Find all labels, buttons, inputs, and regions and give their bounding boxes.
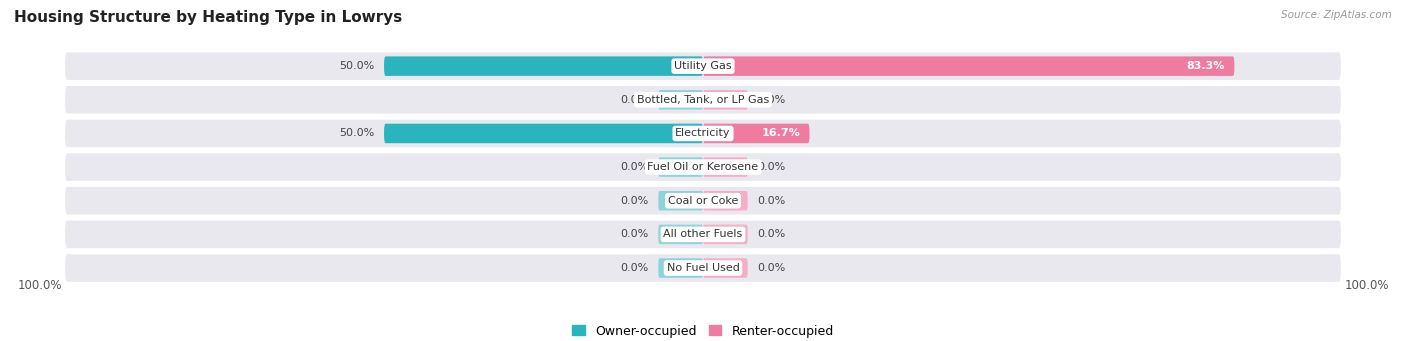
Text: 50.0%: 50.0% <box>339 61 374 71</box>
FancyBboxPatch shape <box>703 225 748 244</box>
FancyBboxPatch shape <box>65 120 1341 147</box>
FancyBboxPatch shape <box>658 90 703 109</box>
Legend: Owner-occupied, Renter-occupied: Owner-occupied, Renter-occupied <box>568 320 838 341</box>
Text: 0.0%: 0.0% <box>758 263 786 273</box>
Text: 0.0%: 0.0% <box>758 95 786 105</box>
FancyBboxPatch shape <box>703 56 1234 76</box>
Text: 0.0%: 0.0% <box>620 196 648 206</box>
Text: 100.0%: 100.0% <box>17 279 62 292</box>
FancyBboxPatch shape <box>658 157 703 177</box>
FancyBboxPatch shape <box>65 187 1341 214</box>
Text: 0.0%: 0.0% <box>758 196 786 206</box>
FancyBboxPatch shape <box>703 191 748 210</box>
Text: 83.3%: 83.3% <box>1187 61 1225 71</box>
FancyBboxPatch shape <box>658 258 703 278</box>
FancyBboxPatch shape <box>703 124 810 143</box>
FancyBboxPatch shape <box>65 153 1341 181</box>
FancyBboxPatch shape <box>658 225 703 244</box>
FancyBboxPatch shape <box>65 221 1341 248</box>
FancyBboxPatch shape <box>703 90 748 109</box>
FancyBboxPatch shape <box>658 191 703 210</box>
Text: Utility Gas: Utility Gas <box>675 61 731 71</box>
Text: Coal or Coke: Coal or Coke <box>668 196 738 206</box>
Text: 0.0%: 0.0% <box>620 95 648 105</box>
Text: Electricity: Electricity <box>675 129 731 138</box>
Text: 0.0%: 0.0% <box>620 263 648 273</box>
Text: No Fuel Used: No Fuel Used <box>666 263 740 273</box>
Text: Source: ZipAtlas.com: Source: ZipAtlas.com <box>1281 10 1392 20</box>
Text: 0.0%: 0.0% <box>758 229 786 239</box>
Text: 16.7%: 16.7% <box>761 129 800 138</box>
FancyBboxPatch shape <box>65 86 1341 114</box>
FancyBboxPatch shape <box>384 124 703 143</box>
Text: 0.0%: 0.0% <box>758 162 786 172</box>
FancyBboxPatch shape <box>65 254 1341 282</box>
FancyBboxPatch shape <box>703 258 748 278</box>
FancyBboxPatch shape <box>65 53 1341 80</box>
Text: Bottled, Tank, or LP Gas: Bottled, Tank, or LP Gas <box>637 95 769 105</box>
Text: Fuel Oil or Kerosene: Fuel Oil or Kerosene <box>647 162 759 172</box>
Text: Housing Structure by Heating Type in Lowrys: Housing Structure by Heating Type in Low… <box>14 10 402 25</box>
Text: 100.0%: 100.0% <box>1344 279 1389 292</box>
Text: 50.0%: 50.0% <box>339 129 374 138</box>
FancyBboxPatch shape <box>384 56 703 76</box>
Text: All other Fuels: All other Fuels <box>664 229 742 239</box>
FancyBboxPatch shape <box>703 157 748 177</box>
Text: 0.0%: 0.0% <box>620 162 648 172</box>
Text: 0.0%: 0.0% <box>620 229 648 239</box>
